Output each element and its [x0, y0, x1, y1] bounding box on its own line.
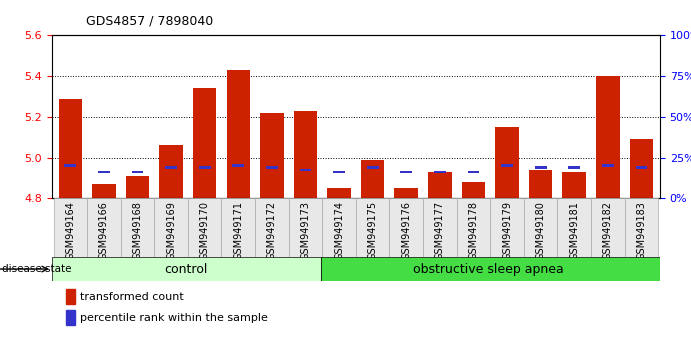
Bar	[468, 171, 480, 173]
Text: transformed count: transformed count	[80, 292, 184, 302]
Text: GSM949171: GSM949171	[234, 201, 243, 260]
Text: GSM949181: GSM949181	[569, 201, 579, 260]
Text: GSM949173: GSM949173	[301, 201, 310, 260]
Bar	[59, 98, 82, 198]
Bar	[121, 198, 154, 257]
Bar	[356, 198, 390, 257]
Bar	[266, 166, 278, 169]
Bar	[64, 165, 76, 167]
Text: GSM949170: GSM949170	[200, 201, 209, 260]
Bar	[66, 289, 75, 304]
Bar	[529, 170, 552, 198]
Bar	[52, 257, 321, 281]
Bar	[260, 113, 283, 198]
Bar	[562, 172, 586, 198]
Bar	[131, 171, 143, 173]
Text: GDS4857 / 7898040: GDS4857 / 7898040	[86, 14, 214, 27]
Text: GSM949182: GSM949182	[603, 201, 613, 260]
Bar	[188, 198, 222, 257]
Bar	[165, 166, 177, 169]
Bar	[333, 171, 345, 173]
Bar	[222, 198, 255, 257]
Bar	[490, 198, 524, 257]
Bar	[98, 171, 110, 173]
Bar	[227, 70, 250, 198]
Text: GSM949183: GSM949183	[636, 201, 646, 260]
Bar	[457, 198, 490, 257]
Bar	[428, 172, 452, 198]
Bar	[524, 198, 558, 257]
Bar	[321, 257, 660, 281]
Text: GSM949177: GSM949177	[435, 201, 445, 260]
Bar	[199, 166, 211, 169]
Bar	[501, 165, 513, 167]
Bar	[630, 139, 653, 198]
Bar	[596, 76, 620, 198]
Bar	[367, 166, 379, 169]
Bar	[625, 198, 659, 257]
Bar	[294, 111, 317, 198]
Text: obstructive sleep apnea: obstructive sleep apnea	[413, 263, 564, 275]
Text: GSM949178: GSM949178	[468, 201, 478, 260]
Text: GSM949175: GSM949175	[368, 201, 378, 260]
Bar	[92, 184, 115, 198]
Bar	[232, 165, 244, 167]
Bar	[535, 166, 547, 169]
Text: GSM949176: GSM949176	[401, 201, 411, 260]
Bar	[154, 198, 188, 257]
Text: GSM949179: GSM949179	[502, 201, 512, 260]
Bar	[390, 198, 423, 257]
Bar	[636, 166, 647, 169]
Bar	[160, 145, 183, 198]
Text: GSM949169: GSM949169	[166, 201, 176, 260]
Bar	[289, 198, 322, 257]
Bar	[462, 182, 485, 198]
Bar	[602, 165, 614, 167]
Bar	[361, 160, 384, 198]
Text: GSM949172: GSM949172	[267, 201, 277, 260]
Bar	[255, 198, 289, 257]
Text: GSM949164: GSM949164	[66, 201, 75, 260]
Bar	[434, 171, 446, 173]
Bar	[322, 198, 356, 257]
Text: GSM949168: GSM949168	[133, 201, 142, 260]
Bar	[126, 176, 149, 198]
Bar	[395, 188, 418, 198]
Bar	[591, 198, 625, 257]
Text: GSM949166: GSM949166	[99, 201, 109, 260]
Bar	[193, 88, 216, 198]
Bar	[400, 171, 412, 173]
Text: GSM949174: GSM949174	[334, 201, 344, 260]
Bar	[495, 127, 519, 198]
Bar	[558, 198, 591, 257]
Text: percentile rank within the sample: percentile rank within the sample	[80, 313, 268, 323]
Bar	[328, 188, 351, 198]
Bar	[569, 166, 580, 169]
Bar	[53, 198, 87, 257]
Bar	[423, 198, 457, 257]
Text: GSM949180: GSM949180	[536, 201, 546, 260]
Bar	[87, 198, 121, 257]
Text: control: control	[164, 263, 208, 275]
Text: disease state: disease state	[2, 264, 72, 274]
Bar	[300, 169, 312, 171]
Bar	[66, 310, 75, 325]
